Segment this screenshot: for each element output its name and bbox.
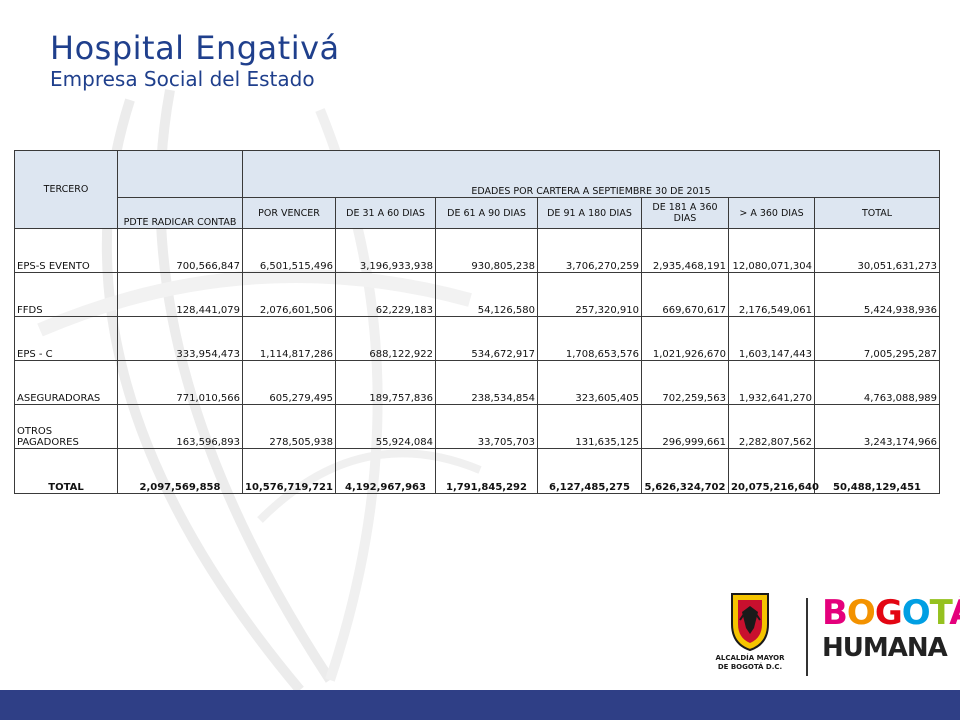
total-cell: 5,626,324,702 <box>641 448 729 494</box>
row-label: OTROS PAGADORES <box>14 404 118 449</box>
amount-cell: 2,176,549,061 <box>728 272 815 317</box>
amount-cell: 62,229,183 <box>335 272 436 317</box>
amount-cell: 688,122,922 <box>335 316 436 361</box>
bogota-letter: O <box>901 593 931 633</box>
amount-cell: 323,605,405 <box>537 360 642 405</box>
table-row: OTROS PAGADORES 163,596,893 278,505,938 55,… <box>14 404 941 449</box>
bogota-crest-icon <box>731 593 769 652</box>
total-cell: 20,075,216,640 <box>728 448 819 494</box>
col-header-por-vencer: POR VENCER <box>242 197 336 229</box>
logo-divider <box>806 598 808 676</box>
amount-cell: 163,596,893 <box>117 404 243 449</box>
row-label: FFDS <box>14 272 118 317</box>
bogota-letter: O <box>846 593 876 633</box>
cartera-table: TERCERO EDADES POR CARTERA A SEPTIEMBRE … <box>14 150 941 494</box>
amount-cell: 30,051,631,273 <box>813 228 941 273</box>
total-cell: 50,488,129,451 <box>813 448 941 494</box>
amount-cell: 2,076,601,506 <box>242 272 336 317</box>
amount-cell: 771,010,566 <box>117 360 243 405</box>
humana-wordmark: HUMANA <box>822 633 948 663</box>
org-subtitle: Empresa Social del Estado <box>50 67 315 91</box>
col-header-31-60: DE 31 A 60 DIAS <box>335 197 436 229</box>
amount-cell: 333,954,473 <box>117 316 243 361</box>
amount-cell: 1,932,641,270 <box>728 360 815 405</box>
alcaldia-line-2: DE BOGOTÁ D.C. <box>717 663 783 671</box>
amount-cell: 12,080,071,304 <box>728 228 815 273</box>
amount-cell: 930,805,238 <box>435 228 538 273</box>
amount-cell: 33,705,703 <box>435 404 538 449</box>
total-cell: 2,097,569,858 <box>117 448 243 494</box>
amount-cell: 605,279,495 <box>242 360 336 405</box>
amount-cell: 702,259,563 <box>641 360 729 405</box>
amount-cell: 128,441,079 <box>117 272 243 317</box>
amount-cell: 238,534,854 <box>435 360 538 405</box>
table-title: EDADES POR CARTERA A SEPTIEMBRE 30 DE 20… <box>241 150 941 198</box>
bogota-wordmark: BOGOTÁ <box>822 596 960 630</box>
total-row: TOTAL 2,097,569,858 10,576,719,721 4,192… <box>14 448 941 494</box>
bogota-logos: ALCALDÍA MAYOR DE BOGOTÁ D.C. BOGOTÁ HUM… <box>700 590 960 688</box>
org-name: Hospital Engativá <box>50 29 340 67</box>
amount-cell: 257,320,910 <box>537 272 642 317</box>
col-header-91-180: DE 91 A 180 DIAS <box>537 197 642 229</box>
table-row: FFDS 128,441,079 2,076,601,506 62,229,183 54… <box>14 272 941 317</box>
amount-cell: 7,005,295,287 <box>813 316 941 361</box>
header-blank-cell <box>117 150 243 198</box>
row-label: EPS - C <box>14 316 118 361</box>
table-subheader-row: PDTE RADICAR CONTAB POR VENCER DE 31 A 6… <box>14 197 941 229</box>
total-label: TOTAL <box>14 448 118 494</box>
amount-cell: 1,114,817,286 <box>242 316 336 361</box>
amount-cell: 534,672,917 <box>435 316 538 361</box>
amount-cell: 4,763,088,989 <box>813 360 941 405</box>
col-header-tercero: TERCERO <box>14 150 118 229</box>
amount-cell: 700,566,847 <box>117 228 243 273</box>
row-label: EPS-S EVENTO <box>14 228 118 273</box>
table-header-row: TERCERO EDADES POR CARTERA A SEPTIEMBRE … <box>14 150 941 229</box>
amount-cell: 296,999,661 <box>641 404 729 449</box>
col-header-61-90: DE 61 A 90 DIAS <box>435 197 538 229</box>
alcaldia-line-1: ALCALDÍA MAYOR <box>715 654 785 662</box>
amount-cell: 3,706,270,259 <box>537 228 642 273</box>
amount-cell: 131,635,125 <box>537 404 642 449</box>
total-cell: 4,192,967,963 <box>335 448 436 494</box>
total-cell: 6,127,485,275 <box>537 448 642 494</box>
amount-cell: 3,243,174,966 <box>813 404 941 449</box>
row-label: ASEGURADORAS <box>14 360 118 405</box>
amount-cell: 1,708,653,576 <box>537 316 642 361</box>
amount-cell: 54,126,580 <box>435 272 538 317</box>
amount-cell: 189,757,836 <box>335 360 436 405</box>
amount-cell: 2,282,807,562 <box>728 404 815 449</box>
total-cell: 1,791,845,292 <box>435 448 538 494</box>
table-row: ASEGURADORAS 771,010,566 605,279,495 189,75… <box>14 360 941 405</box>
col-header-pdte-radicar: PDTE RADICAR CONTAB <box>117 197 243 229</box>
bogota-letter: G <box>874 593 903 633</box>
amount-cell: 3,196,933,938 <box>335 228 436 273</box>
alcaldia-label: ALCALDÍA MAYOR DE BOGOTÁ D.C. <box>700 654 800 672</box>
bogota-letter: T <box>929 593 951 633</box>
amount-cell: 55,924,084 <box>335 404 436 449</box>
col-header-181-360: DE 181 A 360 DIAS <box>641 197 729 229</box>
col-header-total: TOTAL <box>813 197 941 229</box>
bogota-letter: Á <box>949 593 960 633</box>
hospital-logo: Hospital Engativá Empresa Social del Est… <box>50 30 340 90</box>
total-cell: 10,576,719,721 <box>242 448 336 494</box>
bogota-letter: B <box>822 593 848 633</box>
amount-cell: 278,505,938 <box>242 404 336 449</box>
footer-bar <box>0 690 960 720</box>
table-row: EPS - C 333,954,473 1,114,817,286 688,122,9… <box>14 316 941 361</box>
amount-cell: 6,501,515,496 <box>242 228 336 273</box>
amount-cell: 669,670,617 <box>641 272 729 317</box>
amount-cell: 2,935,468,191 <box>641 228 729 273</box>
table-row: EPS-S EVENTO 700,566,847 6,501,515,496 3,19… <box>14 228 941 273</box>
col-header-360-plus: > A 360 DIAS <box>728 197 815 229</box>
amount-cell: 1,021,926,670 <box>641 316 729 361</box>
amount-cell: 1,603,147,443 <box>728 316 815 361</box>
amount-cell: 5,424,938,936 <box>813 272 941 317</box>
